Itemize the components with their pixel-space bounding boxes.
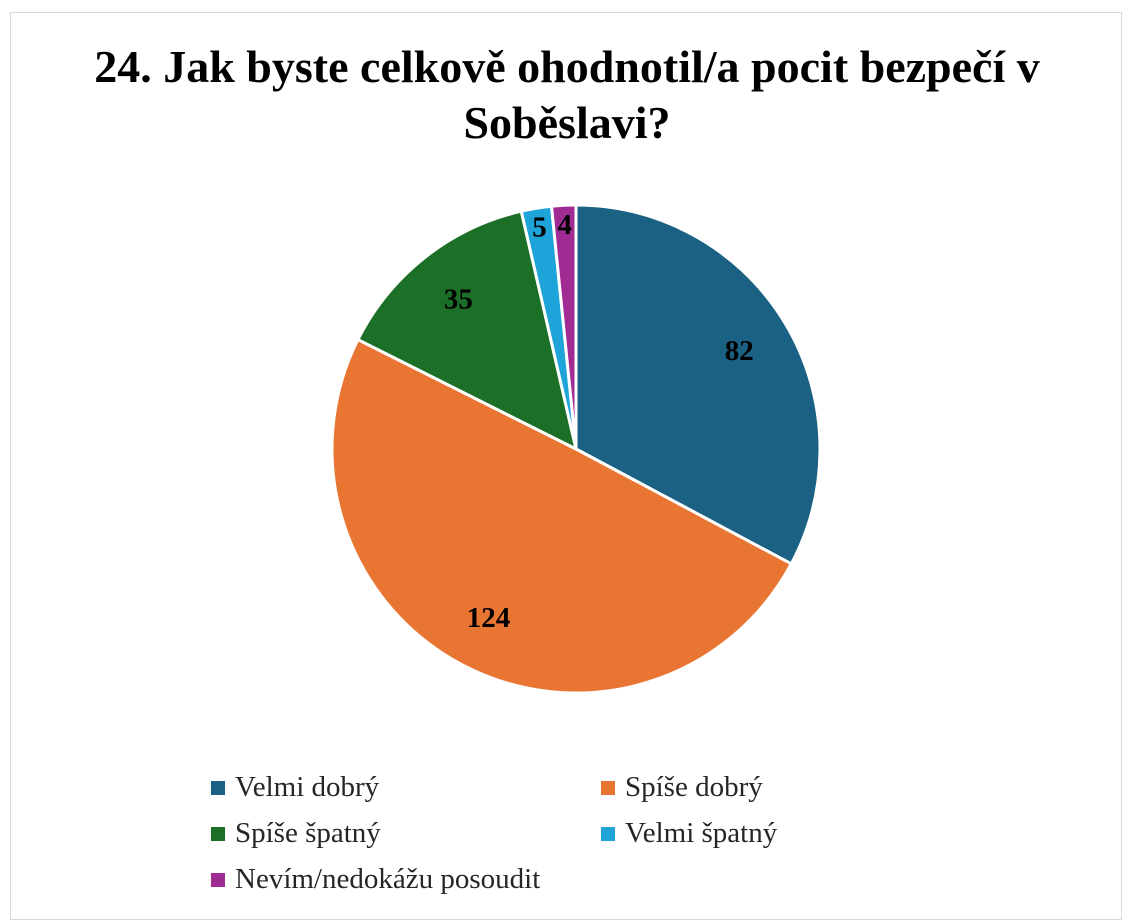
data-label-0: 82: [725, 335, 754, 367]
pie-slice-0: [574, 203, 822, 566]
chart-title: 24. Jak byste celkově ohodnotil/a pocit …: [94, 41, 1040, 148]
legend-label-2: Spíše špatný: [235, 817, 381, 849]
legend-swatch-3: [601, 826, 615, 841]
legend-swatch-0: [211, 780, 225, 795]
legend-item-2: Spíše špatný: [211, 817, 381, 850]
pie-slice-1: [330, 337, 794, 695]
legend-label-0: Velmi dobrý: [235, 771, 380, 803]
legend-swatch-4: [211, 872, 225, 887]
pie-chart: 82 124 35 5 4: [330, 203, 822, 695]
legend-swatch-2: [211, 826, 225, 841]
pie-slice-4: [549, 203, 578, 450]
chart-area: 24. Jak byste celkově ohodnotil/a pocit …: [10, 12, 1122, 920]
legend-item-3: Velmi špatný: [601, 817, 777, 850]
legend-item-4: Nevím/nedokážu posoudit: [211, 863, 540, 896]
data-label-2: 35: [444, 283, 473, 315]
legend-label-4: Nevím/nedokážu posoudit: [235, 863, 541, 895]
data-label-4: 4: [557, 209, 572, 241]
legend-item-0: Velmi dobrý: [211, 771, 379, 804]
pie-slice-2: [355, 209, 579, 452]
legend-label-3: Velmi špatný: [625, 817, 778, 849]
data-label-3: 5: [532, 212, 547, 244]
legend-item-1: Spíše dobrý: [601, 771, 763, 804]
legend-swatch-1: [601, 780, 615, 795]
data-label-1: 124: [467, 602, 511, 634]
legend-label-1: Spíše dobrý: [625, 771, 763, 803]
